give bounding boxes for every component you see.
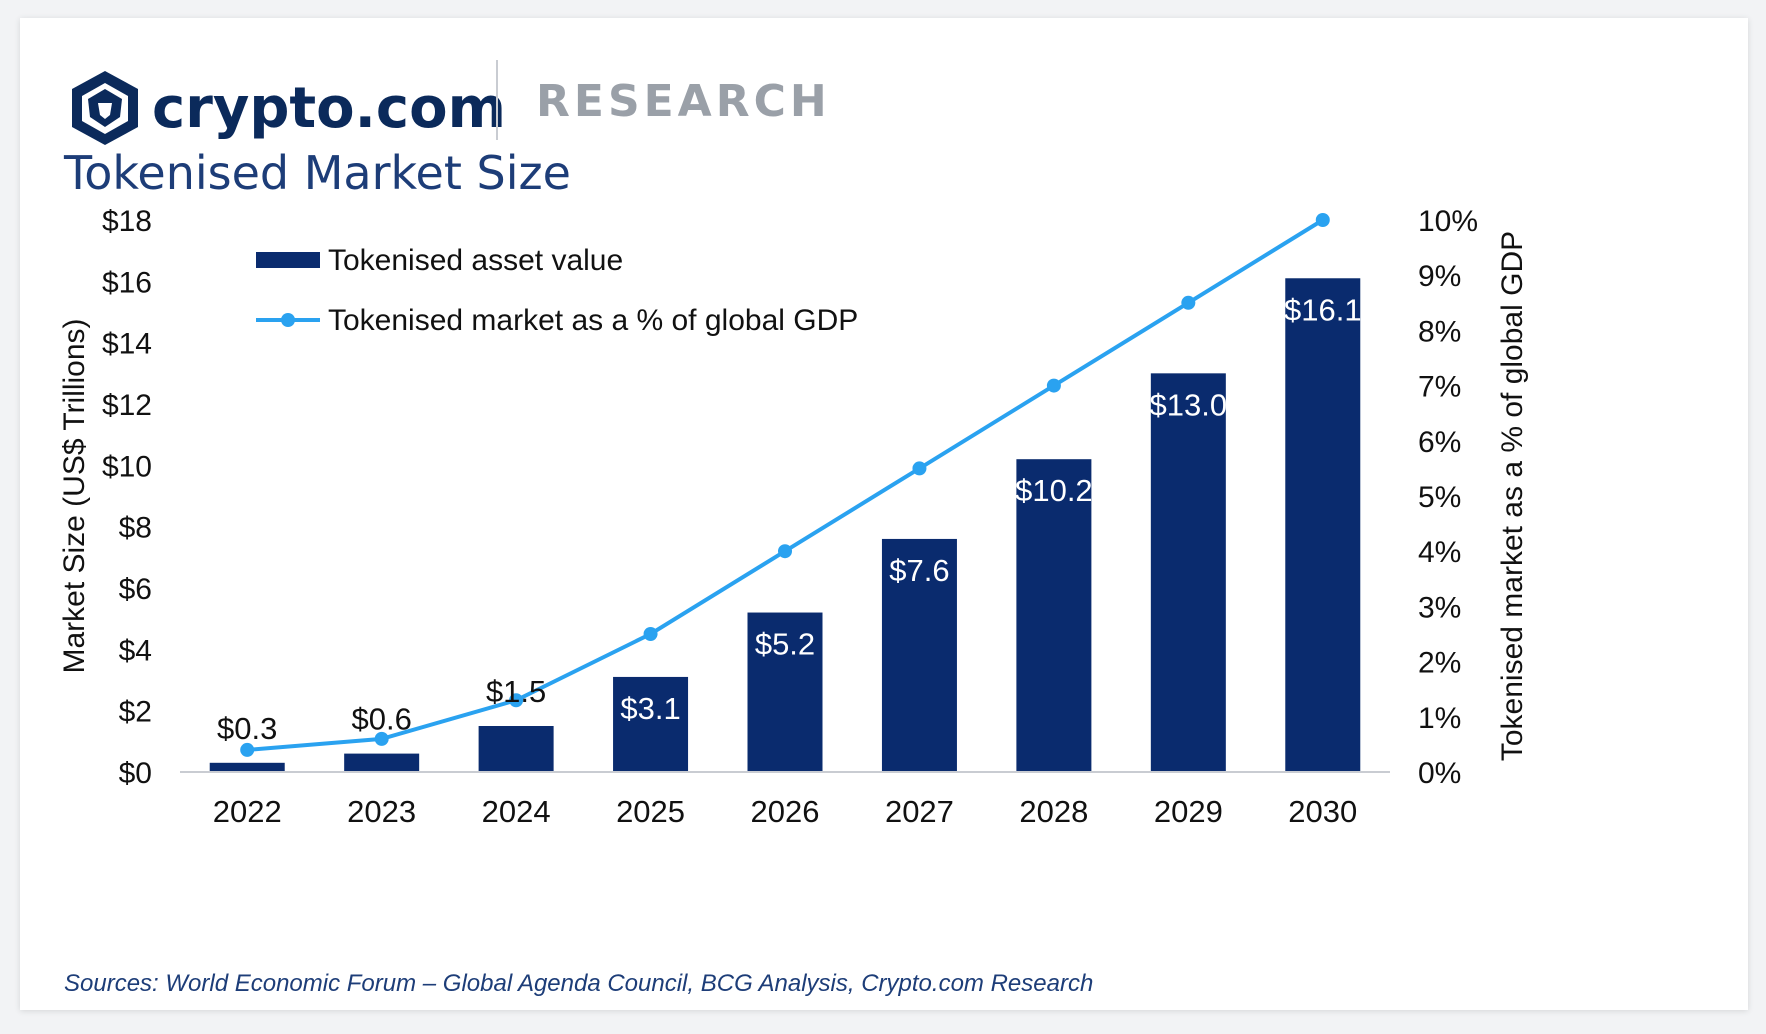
gdp-share-point (912, 461, 927, 476)
x-axis-tick: 2029 (1154, 794, 1223, 829)
bar-value-label: $1.5 (486, 674, 546, 709)
x-axis-tick: 2025 (616, 794, 685, 829)
left-axis-tick: $18 (102, 205, 152, 238)
gdp-share-point (240, 742, 255, 757)
right-axis-tick: 1% (1418, 702, 1461, 735)
bar-value-label: $7.6 (889, 553, 949, 588)
x-axis-tick: 2024 (482, 794, 551, 829)
gdp-share-point (778, 544, 792, 559)
right-axis-tick: 6% (1418, 426, 1461, 459)
bar-value-label: $16.1 (1284, 292, 1362, 327)
x-axis-tick: 2030 (1288, 794, 1357, 829)
bar-value-label: $0.3 (217, 711, 277, 746)
left-axis-tick: $12 (102, 389, 152, 422)
source-note: Sources: World Economic Forum – Global A… (64, 970, 1094, 997)
legend-bar-label: Tokenised asset value (328, 244, 623, 277)
right-axis-tick: 3% (1418, 591, 1461, 624)
x-axis-tick: 2023 (347, 794, 416, 829)
bar (613, 676, 689, 772)
right-axis-title: Tokenised market as a % of global GDP (1496, 231, 1529, 761)
bar-value-label: $5.2 (755, 627, 815, 662)
section-label: RESEARCH (536, 76, 831, 127)
gdp-share-point (1046, 378, 1061, 393)
gdp-share-point (374, 731, 389, 746)
bar-value-label: $0.6 (351, 702, 411, 737)
left-axis-tick: $14 (102, 328, 152, 361)
left-axis-tick: $10 (102, 450, 152, 483)
right-axis-tick: 5% (1418, 481, 1461, 514)
right-axis-tick: 7% (1418, 371, 1461, 404)
chart-svg: $0 $2 $4 $6 $8 $10 $12 $14 $16 $18 0% 1% 2% 3% 4% 5% 6% 7… (58, 205, 1529, 829)
left-axis-tick: $16 (102, 266, 152, 299)
bar-value-label: $10.2 (1015, 473, 1093, 508)
x-axis-tick: 2026 (751, 794, 820, 829)
right-axis-tick: 8% (1418, 315, 1461, 348)
bar (1285, 278, 1361, 772)
left-axis-tick: $4 (119, 634, 152, 667)
x-axis-tick: 2027 (885, 794, 954, 829)
brand-header: crypto.com (70, 58, 506, 158)
chart-title: Tokenised Market Size (64, 146, 571, 200)
right-axis-tick: 0% (1418, 757, 1461, 790)
header-divider (496, 60, 498, 140)
right-axis-tick: 10% (1418, 205, 1478, 238)
bar-value-label: $13.0 (1150, 387, 1228, 422)
bar-value-label: $3.1 (620, 691, 680, 726)
right-axis-tick: 9% (1418, 260, 1461, 293)
left-axis-tick: $2 (119, 696, 152, 729)
legend-bar-swatch (256, 252, 320, 268)
brand-name[interactable]: crypto.com (152, 75, 506, 141)
right-axis-tick: 2% (1418, 647, 1461, 680)
left-axis-tick: $6 (119, 573, 152, 606)
gdp-share-point (1315, 213, 1330, 227)
bar (1150, 373, 1226, 772)
bar (881, 538, 957, 772)
legend-line-marker (281, 313, 295, 327)
legend-line-label: Tokenised market as a % of global GDP (328, 304, 858, 337)
crypto-com-lion-shield-icon (72, 71, 138, 145)
bar (344, 753, 420, 772)
left-axis-tick: $8 (119, 512, 152, 545)
right-axis-tick: 4% (1418, 536, 1461, 569)
bar (209, 762, 285, 772)
x-axis-tick: 2028 (1019, 794, 1088, 829)
gdp-share-point (1181, 295, 1196, 310)
bar (1016, 459, 1092, 772)
chart-card: crypto.com RESEARCH Tokenised Market Siz… (20, 18, 1748, 1010)
x-axis-tick: 2022 (213, 794, 282, 829)
left-axis-tick: $0 (119, 757, 152, 790)
bar (747, 612, 823, 772)
gdp-share-point (509, 693, 524, 708)
bar (478, 726, 554, 772)
gdp-share-point (643, 627, 658, 641)
left-axis-title: Market Size (US$ Trillions) (58, 318, 91, 673)
